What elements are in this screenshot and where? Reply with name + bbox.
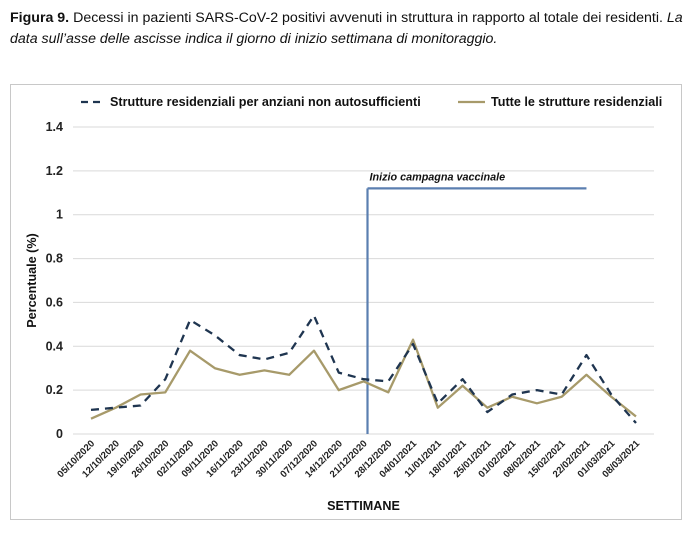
annotation-label: Inizio campagna vaccinale (370, 171, 506, 183)
y-axis-label: Percentuale (%) (25, 233, 39, 327)
chart-frame: 0 0.2 0.4 0.6 0.8 1 1.2 1.4 05/10/2020 12/10/202… (10, 84, 682, 520)
y-tick-label: 1.2 (46, 164, 63, 178)
series-line-tutte (90, 338, 637, 420)
series-line-anziani (90, 314, 637, 424)
figure-caption: Figura 9. Decessi in pazienti SARS-CoV-2… (10, 8, 686, 50)
y-tick-label: 0 (56, 427, 63, 441)
y-tick-label: 0.2 (46, 383, 63, 397)
annotation-group: Inizio campagna vaccinale (366, 171, 587, 434)
legend-label-tutte: Tutte le strutture residenziali (491, 95, 662, 109)
y-tick-labels: 0 0.2 0.4 0.6 0.8 1 1.2 1.4 (46, 120, 63, 441)
legend-label-anziani: Strutture residenziali per anziani non a… (110, 95, 421, 109)
x-tick-labels: 05/10/202012/10/202019/10/202026/10/2020… (55, 438, 642, 480)
series-group (90, 314, 637, 424)
legend: Strutture residenziali per anziani non a… (81, 95, 662, 109)
y-tick-label: 1.4 (46, 120, 63, 134)
x-axis-label: SETTIMANE (327, 499, 400, 513)
caption-italic-text: La data sull’asse delle ascisse indica i… (10, 10, 683, 47)
gridlines (73, 126, 654, 435)
y-tick-label: 0.4 (46, 339, 63, 353)
line-chart: 0 0.2 0.4 0.6 0.8 1 1.2 1.4 05/10/202012/10/202… (25, 95, 662, 513)
caption-text: Decessi in pazienti SARS-CoV-2 positivi … (69, 10, 667, 26)
y-tick-label: 0.6 (46, 295, 63, 309)
caption-label: Figura 9. (10, 10, 70, 26)
y-tick-label: 0.8 (46, 252, 63, 266)
y-tick-label: 1 (56, 208, 63, 222)
